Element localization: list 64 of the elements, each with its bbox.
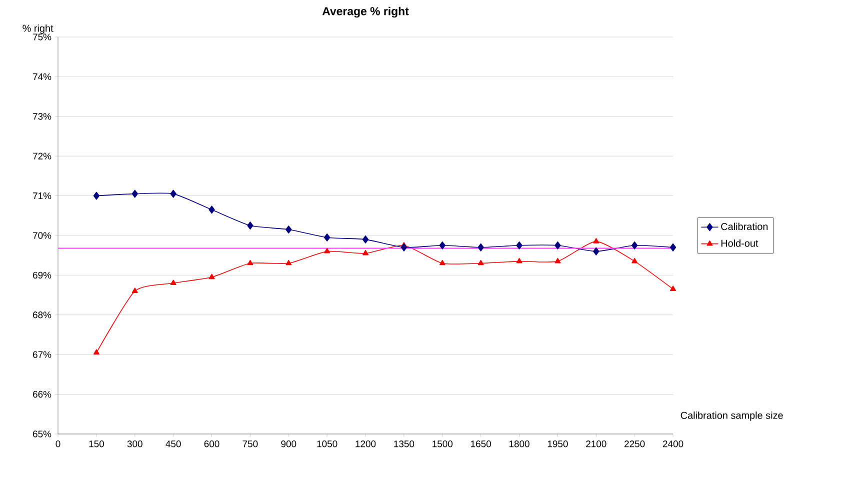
x-tick-label: 750: [242, 440, 258, 448]
point: [170, 190, 176, 198]
x-tick-label: 2100: [586, 440, 606, 448]
x-tick-label: 1050: [317, 440, 338, 448]
point: [208, 274, 215, 280]
x-tick-label: 2400: [662, 440, 684, 448]
point: [324, 233, 330, 242]
point: [632, 258, 638, 264]
point: [208, 206, 215, 214]
point: [132, 190, 138, 198]
legend-label: Calibration: [721, 222, 768, 230]
y-tick-label: 73%: [33, 113, 52, 120]
point: [324, 248, 330, 254]
x-tick-label: 1200: [356, 440, 376, 448]
point: [93, 192, 100, 200]
x-tick-label: 1800: [509, 440, 530, 448]
x-tick-label: 1950: [548, 440, 568, 448]
x-tick-label: 1350: [394, 440, 414, 448]
point: [631, 241, 638, 250]
x-tick-label: 450: [166, 440, 181, 448]
y-tick-label: 71%: [33, 192, 52, 200]
x-tick-label: 150: [89, 440, 104, 448]
y-tick-label: 74%: [33, 73, 52, 80]
x-tick-label: 0: [56, 440, 60, 448]
x-tick-label: 1650: [471, 440, 491, 448]
y-tick-label: 69%: [33, 272, 52, 279]
y-tick-label: 67%: [33, 351, 52, 358]
point: [93, 349, 100, 354]
x-tick-label: 1500: [432, 440, 453, 448]
point: [247, 222, 254, 230]
point: [478, 243, 484, 252]
y-tick-label: 66%: [33, 390, 52, 398]
y-tick-label: 65%: [33, 430, 52, 438]
point: [593, 238, 600, 244]
x-tick-label: 600: [204, 440, 220, 448]
y-tick-label: 70%: [33, 232, 52, 239]
x-tick-label: 2250: [624, 440, 645, 448]
point: [286, 260, 292, 266]
y-tick-label: 68%: [33, 312, 52, 318]
point: [516, 258, 522, 264]
point: [170, 280, 176, 286]
point: [286, 226, 292, 234]
y-tick-label: 75%: [33, 34, 52, 40]
point: [554, 241, 561, 250]
chart-title: Average % right: [322, 6, 409, 18]
point: [516, 241, 522, 250]
point: [670, 243, 676, 252]
point: [132, 288, 138, 293]
x-tick-label: 900: [281, 440, 296, 448]
x-axis-title: Calibration sample size: [680, 412, 783, 421]
point: [439, 260, 446, 266]
point: [439, 241, 446, 250]
point: [554, 258, 561, 264]
y-axis-title: % right: [22, 24, 54, 34]
point: [478, 260, 484, 266]
point: [362, 235, 369, 244]
point: [400, 243, 408, 252]
point: [593, 247, 600, 256]
legend-label: Hold-out: [721, 239, 758, 247]
point: [247, 260, 254, 266]
point: [670, 286, 676, 291]
point: [362, 250, 369, 256]
y-tick-label: 72%: [33, 152, 52, 160]
x-tick-label: 300: [127, 440, 142, 448]
